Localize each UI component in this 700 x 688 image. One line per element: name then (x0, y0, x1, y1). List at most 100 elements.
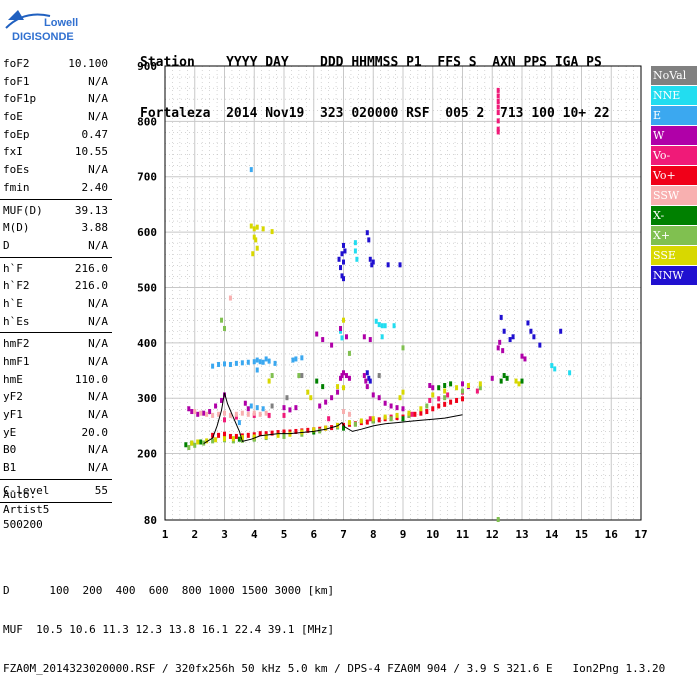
data-point (340, 251, 344, 257)
param-value: N/A (88, 314, 108, 328)
data-point (392, 323, 396, 329)
trace-line (203, 392, 463, 445)
x-tick-label: 17 (634, 528, 647, 541)
param-value: N/A (88, 74, 108, 88)
data-point (288, 431, 292, 437)
data-point (211, 363, 215, 369)
auto-program: Artist5 (3, 503, 50, 516)
data-point (443, 388, 447, 394)
param-value: N/A (88, 110, 108, 124)
data-point (496, 98, 500, 104)
data-point (220, 397, 224, 403)
data-point (228, 295, 232, 301)
param-name: M(D) (3, 221, 30, 235)
param-value: N/A (88, 390, 108, 404)
data-point (337, 256, 341, 262)
data-point (419, 410, 423, 416)
data-point (553, 366, 557, 372)
data-point (340, 335, 344, 341)
auto-label: Auto: (3, 488, 37, 501)
data-point (243, 400, 247, 406)
param-row: h`F2 216.0 (0, 277, 112, 295)
data-point (362, 334, 366, 340)
data-point (211, 412, 215, 418)
data-point (353, 248, 357, 254)
y-tick-label: 600 (137, 226, 157, 239)
data-point (321, 337, 325, 343)
x-tick-label: 3 (221, 528, 228, 541)
param-row: yE 20.0 (0, 424, 112, 442)
param-name: foF1 (3, 74, 30, 88)
data-point (252, 410, 256, 416)
param-name: B1 (3, 461, 17, 475)
param-name: foEs (3, 163, 30, 177)
data-point (347, 420, 351, 426)
legend-item: SSE (651, 246, 697, 265)
data-point (383, 323, 387, 329)
y-tick-label: 200 (137, 448, 157, 461)
param-name: hmF1 (3, 355, 30, 368)
param-row: hmF1 N/A (0, 353, 112, 371)
data-point (353, 240, 357, 246)
data-point (339, 265, 343, 271)
data-point (475, 388, 479, 394)
station-header: Station YYYY DAY DDD HHMMSS P1 FFS S AXN… (140, 20, 610, 139)
y-tick-label: 400 (137, 337, 157, 350)
param-name: foE (3, 110, 23, 124)
param-row: h`E N/A (0, 295, 112, 313)
data-point (261, 406, 265, 412)
param-name: hmE (3, 372, 23, 386)
x-tick-label: 11 (456, 528, 470, 541)
data-point (508, 337, 512, 343)
data-point (498, 339, 502, 345)
param-name: D (3, 238, 10, 252)
data-point (359, 418, 363, 424)
data-point (490, 375, 494, 381)
y-tick-label: 500 (137, 281, 157, 294)
data-point (237, 436, 241, 442)
data-point (339, 325, 343, 331)
data-point (258, 431, 262, 437)
x-tick-label: 2 (191, 528, 198, 541)
data-point (231, 436, 235, 442)
data-point (496, 126, 500, 132)
data-point (455, 397, 459, 403)
param-name: foF1p (3, 92, 37, 106)
data-point (367, 237, 371, 243)
data-point (431, 385, 435, 391)
legend-item: X- (651, 206, 697, 225)
x-tick-label: 14 (545, 528, 559, 541)
data-point (529, 328, 533, 334)
footer-info: D 100 200 400 600 800 1000 1500 3000 [km… (3, 558, 665, 688)
data-point (342, 385, 345, 391)
data-point (501, 348, 505, 354)
data-point (223, 431, 226, 437)
data-point (217, 432, 221, 438)
x-tick-label: 1 (162, 528, 169, 541)
data-point (368, 256, 372, 262)
param-name: yF1 (3, 408, 23, 422)
x-tick-label: 6 (310, 528, 317, 541)
data-point (336, 384, 340, 390)
data-point (223, 410, 226, 416)
data-point (398, 262, 402, 268)
param-row: B0 N/A (0, 441, 112, 459)
data-point (425, 409, 429, 415)
param-row: hmE 110.0 (0, 371, 112, 389)
param-name: fmin (3, 180, 30, 194)
data-point (315, 331, 319, 337)
data-point (264, 356, 268, 362)
data-point (365, 419, 369, 425)
data-point (193, 409, 197, 415)
data-point (309, 395, 313, 401)
data-point (267, 358, 271, 364)
data-point (431, 406, 435, 412)
param-value: 20.0 (81, 425, 109, 439)
param-row: yF1 N/A (0, 406, 112, 424)
data-point (496, 129, 500, 135)
data-point (496, 87, 500, 93)
data-point (187, 445, 191, 451)
divider (0, 198, 112, 200)
x-tick-label: 10 (426, 528, 439, 541)
param-value: N/A (88, 355, 108, 368)
